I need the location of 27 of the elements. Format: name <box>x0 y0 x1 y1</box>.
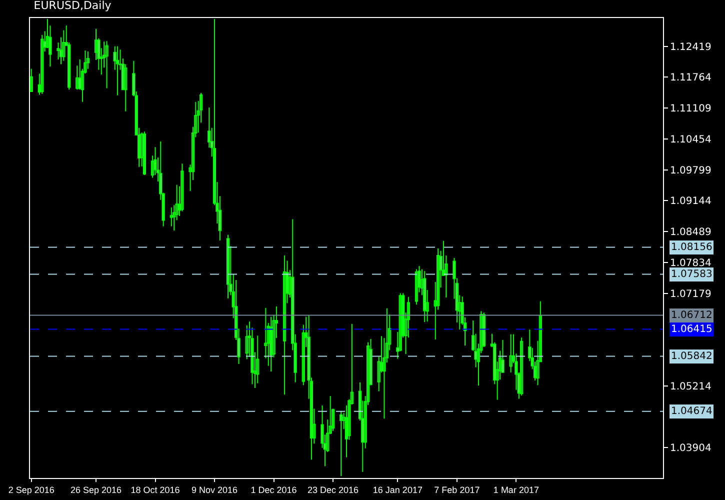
x-tick-label: 7 Feb 2017 <box>434 484 480 495</box>
y-tick-label: 1.05214 <box>670 381 712 392</box>
y-tick-label: 1.10454 <box>670 134 712 146</box>
ref-line-label: 1.06712 <box>671 310 712 321</box>
x-tick-label: 18 Oct 2016 <box>130 484 180 495</box>
ref-line-label: 1.08156 <box>671 242 712 253</box>
ref-line-label: 1.04674 <box>671 406 712 417</box>
ref-line-label: 1.05842 <box>671 351 712 362</box>
y-tick-label: 1.07179 <box>670 288 712 300</box>
x-tick-label: 26 Sep 2016 <box>70 484 122 495</box>
x-tick-label: 23 Dec 2016 <box>308 484 359 495</box>
x-tick-label: 1 Mar 2017 <box>493 484 539 495</box>
y-tick-label: 1.08489 <box>670 227 712 238</box>
ref-line-label: 1.07583 <box>671 269 712 280</box>
y-tick-label: 1.03904 <box>670 443 712 454</box>
ref-line-label: 1.06415 <box>671 324 712 335</box>
chart-title: EURUSD,Daily <box>34 0 112 12</box>
y-tick-label: 1.11109 <box>670 104 712 115</box>
y-tick-label: 1.09799 <box>670 165 712 176</box>
x-tick-label: 2 Sep 2016 <box>8 484 54 495</box>
y-tick-label: 1.12419 <box>670 42 712 53</box>
y-tick-label: 1.07834 <box>670 258 712 269</box>
x-tick-label: 16 Jan 2017 <box>372 484 422 495</box>
x-tick-label: 1 Dec 2016 <box>250 484 297 495</box>
y-tick-label: 1.11764 <box>670 72 712 84</box>
x-tick-label: 9 Nov 2016 <box>191 484 238 495</box>
y-tick-label: 1.09144 <box>670 196 712 208</box>
